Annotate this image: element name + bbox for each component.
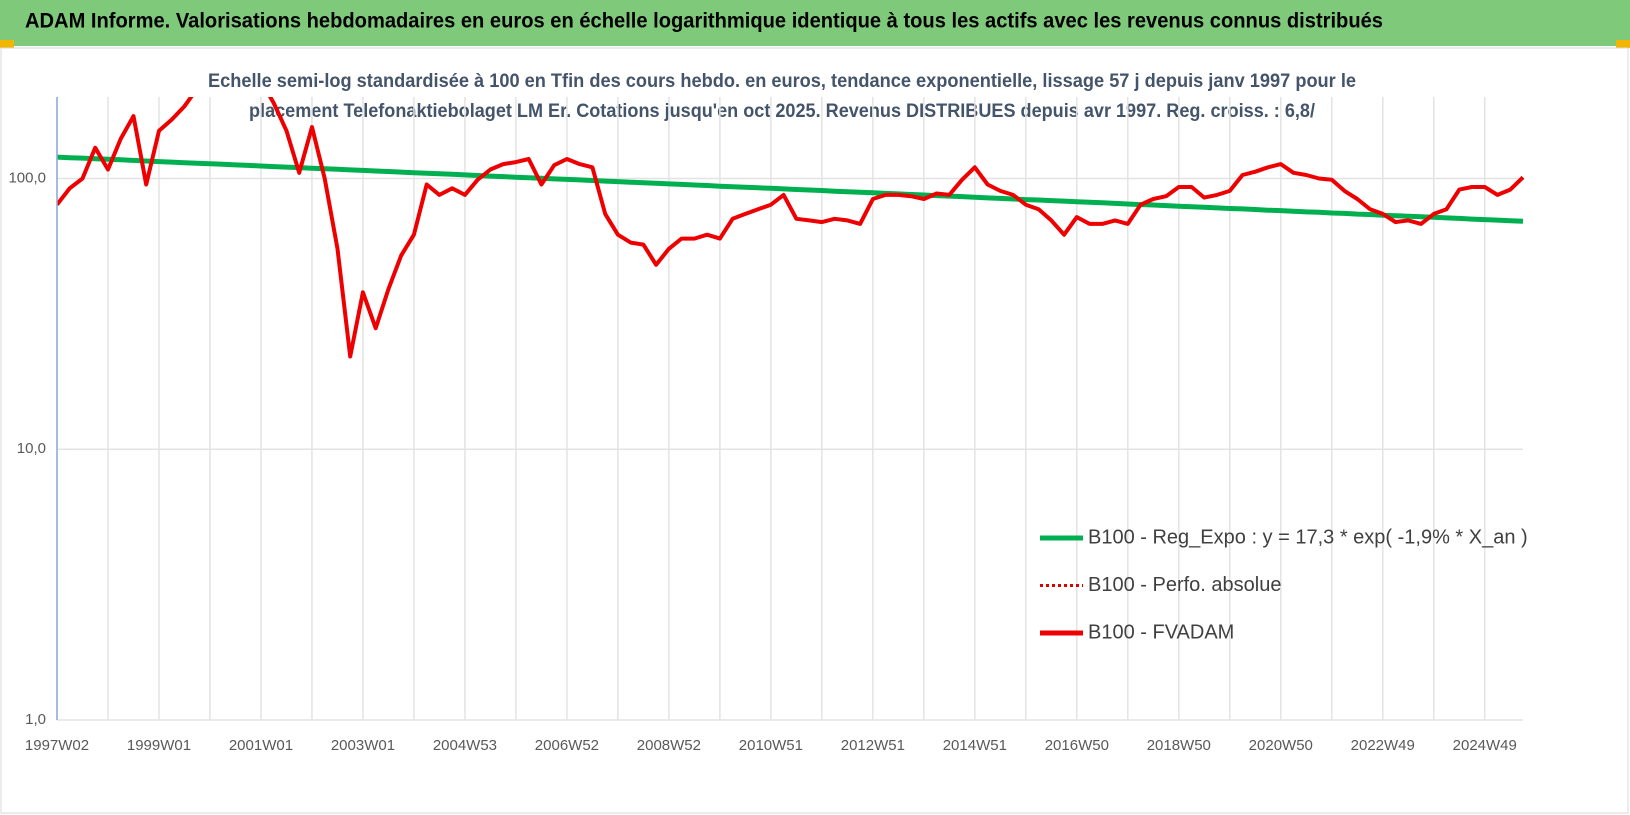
x-tick-label: 2010W51 (739, 737, 803, 754)
x-tick-label: 2022W49 (1351, 737, 1415, 754)
corner-mark (1616, 40, 1630, 48)
x-tick-label: 2006W52 (535, 737, 599, 754)
labels: 1,0 10,0 100,0 1997W02 1999W01 2001W01 2003W01… (8, 169, 1527, 753)
corner-mark (0, 40, 14, 48)
x-tick-label: 2020W50 (1249, 737, 1313, 754)
chart-title: placement Telefonaktiebolaget LM Er. Cot… (249, 101, 1316, 122)
x-tick-label: 1997W02 (25, 737, 89, 754)
x-tick-label: 2001W01 (229, 737, 293, 754)
x-tick-label: 2024W49 (1453, 737, 1517, 754)
x-tick-label: 2016W50 (1045, 737, 1109, 754)
legend-label: B100 - Perfo. absolue (1088, 574, 1281, 596)
y-tick-label: 100,0 (8, 169, 46, 186)
x-tick-label: 2014W51 (943, 737, 1007, 754)
y-tick-label: 10,0 (17, 440, 46, 457)
legend-label: B100 - FVADAM (1088, 621, 1234, 643)
chart-title: Echelle semi-log standardisée à 100 en T… (208, 71, 1356, 92)
x-tick-label: 2012W51 (841, 737, 905, 754)
series-line (57, 97, 1525, 359)
x-tick-label: 2003W01 (331, 737, 395, 754)
x-tick-label: 2018W50 (1147, 737, 1211, 754)
grid (56, 97, 1523, 721)
y-tick-label: 1,0 (25, 711, 46, 728)
header-bar (0, 0, 1630, 46)
x-tick-label: 2004W53 (433, 737, 497, 754)
x-tick-label: 2008W52 (637, 737, 701, 754)
legend-label: B100 - Reg_Expo : y = 17,3 * exp( -1,9% … (1088, 526, 1528, 548)
plot-area (57, 97, 1525, 359)
page-header: ADAM Informe. Valorisations hebdomadaire… (25, 10, 1383, 33)
x-tick-label: 1999W01 (127, 737, 191, 754)
chart-frame (0, 47, 1629, 814)
